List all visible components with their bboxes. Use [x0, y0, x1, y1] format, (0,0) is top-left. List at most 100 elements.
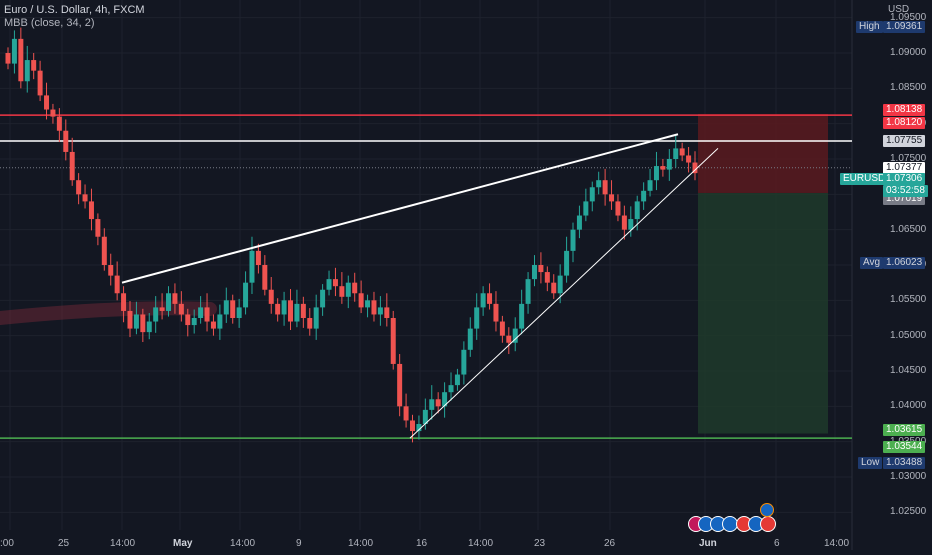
- candle-body: [339, 286, 345, 297]
- candle-body: [140, 314, 146, 333]
- price-tick-label: 1.03000: [890, 471, 927, 482]
- candle-body: [686, 155, 692, 163]
- candle-body: [384, 307, 390, 318]
- candle-body: [461, 349, 467, 375]
- price-tick-label: 1.06500: [890, 223, 927, 235]
- candle-body: [268, 289, 274, 304]
- price-tick-label: 1.05500: [890, 294, 927, 306]
- price-tick-label: 1.05000: [890, 329, 927, 341]
- last_close-price-box: 1.07377: [883, 161, 926, 174]
- flag-icon[interactable]: [760, 516, 776, 532]
- candle-body: [551, 282, 557, 294]
- event-icons[interactable]: [688, 503, 776, 532]
- position-zones: [698, 113, 828, 434]
- candle-body: [185, 314, 191, 326]
- symbol-price-box: 1.07306: [883, 172, 926, 185]
- candle-body: [467, 328, 473, 350]
- candle-body: [172, 293, 178, 304]
- candle-body: [365, 300, 371, 308]
- candle-body: [397, 363, 403, 407]
- candle-body: [332, 279, 338, 287]
- candle-body: [18, 38, 24, 82]
- symbol-tag-label: EURUSD: [840, 172, 889, 185]
- candle-body: [69, 151, 75, 181]
- time-tick-label: 14:00: [824, 538, 850, 549]
- candle-body: [121, 293, 127, 311]
- green_1-price-box: 1.03615: [883, 423, 926, 436]
- flag-icon[interactable]: [760, 503, 774, 517]
- time-tick-label: Jun: [699, 538, 717, 549]
- green_2-price-box: 1.03544: [883, 440, 926, 453]
- candle-body: [679, 148, 685, 156]
- candle-body: [416, 424, 422, 432]
- candle-body: [596, 180, 602, 188]
- candle-body: [243, 282, 249, 308]
- candle-body: [345, 282, 351, 297]
- indicator-legend[interactable]: MBB (close, 34, 2): [4, 17, 94, 29]
- mbb-band: [0, 301, 217, 325]
- candle-body: [647, 180, 653, 191]
- time-tick-label: :00: [0, 538, 14, 549]
- take-profit-zone: [698, 192, 828, 434]
- price-tick-label: 1.04000: [890, 400, 927, 412]
- candle-body: [666, 159, 672, 170]
- candle-body: [178, 303, 184, 315]
- candle-body: [583, 201, 589, 216]
- time-tick-label: 9: [296, 538, 302, 549]
- candle-body: [127, 310, 133, 329]
- candle-body: [474, 307, 480, 329]
- candle-body: [673, 148, 679, 159]
- price-tick-label: 1.04500: [890, 365, 927, 376]
- upper_red_1-price-box: 1.08138: [883, 103, 926, 116]
- candle-body: [313, 307, 319, 329]
- horizontal-lines: [0, 114, 852, 439]
- upper-wedge-line: [121, 133, 679, 284]
- candle-body: [275, 303, 281, 315]
- candle-body: [133, 314, 139, 329]
- candle-body: [166, 293, 172, 311]
- candle-body: [493, 303, 499, 322]
- candle-body: [108, 265, 114, 276]
- candle-body: [249, 250, 255, 283]
- candle-body: [300, 303, 306, 318]
- stop-loss-zone: [698, 113, 828, 193]
- time-tick-label: 14:00: [468, 538, 494, 549]
- candle-body: [692, 162, 698, 174]
- price-tick-label: 1.07500: [890, 153, 927, 164]
- price-tick-label: 1.09000: [890, 47, 927, 58]
- candle-body: [403, 406, 409, 421]
- upper_red_2-price-box: 1.08120: [883, 117, 926, 130]
- candle-body: [576, 215, 582, 230]
- mbb-band-path: [0, 301, 217, 325]
- candle-body: [326, 279, 332, 290]
- candle-body: [24, 60, 30, 82]
- lower-wedge-line: [409, 148, 719, 439]
- time-tick-label: 23: [534, 538, 546, 549]
- candle-body: [358, 293, 364, 308]
- candle-body: [615, 201, 621, 216]
- symbol-title[interactable]: Euro / U.S. Dollar, 4h, FXCM: [4, 4, 145, 16]
- candle-body: [31, 60, 37, 71]
- candle-body: [82, 194, 88, 202]
- high-price-box: 1.09361: [883, 21, 926, 34]
- low-price-box: 1.03488: [883, 456, 926, 469]
- candle-body: [210, 321, 216, 329]
- candle-body: [50, 109, 56, 117]
- candle-body: [230, 300, 236, 318]
- candle-body: [653, 166, 659, 181]
- candle-body: [153, 307, 159, 322]
- candle-body: [95, 219, 101, 237]
- candle-body: [371, 300, 377, 315]
- candle-countdown: 03:52:58: [883, 184, 928, 197]
- candle-body: [198, 307, 204, 318]
- candle-body: [499, 321, 505, 336]
- candle-body: [390, 318, 396, 364]
- low-tag-label: Low: [858, 456, 883, 469]
- candle-body: [217, 314, 223, 329]
- time-tick-label: 14:00: [110, 538, 136, 549]
- candle-body: [634, 201, 640, 220]
- candle-body: [76, 180, 82, 195]
- candle-body: [352, 282, 358, 294]
